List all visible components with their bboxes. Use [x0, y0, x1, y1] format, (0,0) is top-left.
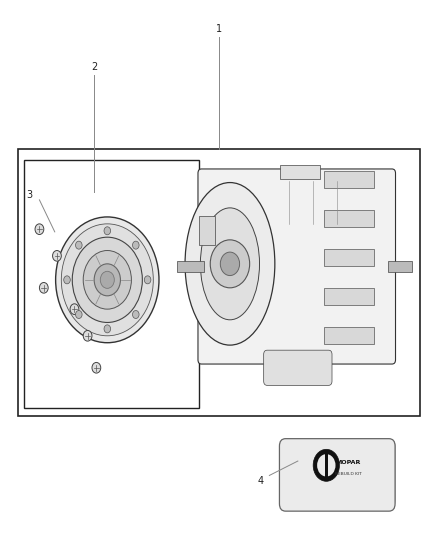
Circle shape: [144, 276, 151, 284]
Circle shape: [35, 224, 44, 235]
Circle shape: [313, 449, 339, 481]
Circle shape: [133, 241, 139, 249]
Bar: [324, 171, 374, 188]
Circle shape: [133, 311, 139, 319]
Circle shape: [75, 311, 82, 319]
Circle shape: [75, 241, 82, 249]
Text: 1: 1: [216, 25, 222, 34]
Text: 2: 2: [91, 62, 97, 71]
Bar: [324, 249, 374, 266]
Text: 4: 4: [258, 476, 264, 486]
Text: REBUILD KIT: REBUILD KIT: [335, 472, 362, 477]
Circle shape: [70, 304, 79, 314]
Circle shape: [100, 271, 114, 288]
Circle shape: [94, 264, 120, 296]
FancyBboxPatch shape: [198, 169, 396, 364]
FancyBboxPatch shape: [279, 439, 395, 511]
Circle shape: [220, 252, 240, 276]
Ellipse shape: [200, 208, 260, 320]
Bar: [324, 210, 374, 227]
FancyBboxPatch shape: [284, 440, 396, 507]
FancyBboxPatch shape: [264, 350, 332, 385]
Text: MOPAR: MOPAR: [336, 459, 361, 465]
Bar: [199, 216, 215, 245]
Bar: [388, 261, 412, 272]
Circle shape: [104, 325, 110, 333]
Bar: [24, 160, 199, 408]
Circle shape: [53, 251, 61, 261]
Circle shape: [83, 330, 92, 341]
Circle shape: [39, 282, 48, 293]
Circle shape: [104, 227, 110, 235]
Bar: [324, 327, 374, 344]
Circle shape: [210, 240, 250, 288]
Circle shape: [56, 217, 159, 343]
Text: 3: 3: [27, 190, 33, 199]
Circle shape: [72, 237, 142, 322]
Bar: [280, 165, 320, 179]
Circle shape: [83, 251, 131, 309]
Bar: [324, 288, 374, 305]
Bar: [18, 149, 420, 416]
Circle shape: [92, 362, 101, 373]
Bar: [325, 454, 328, 477]
Circle shape: [64, 276, 70, 284]
Ellipse shape: [185, 182, 275, 345]
Circle shape: [317, 454, 336, 477]
Bar: [177, 261, 204, 272]
Circle shape: [61, 224, 153, 336]
